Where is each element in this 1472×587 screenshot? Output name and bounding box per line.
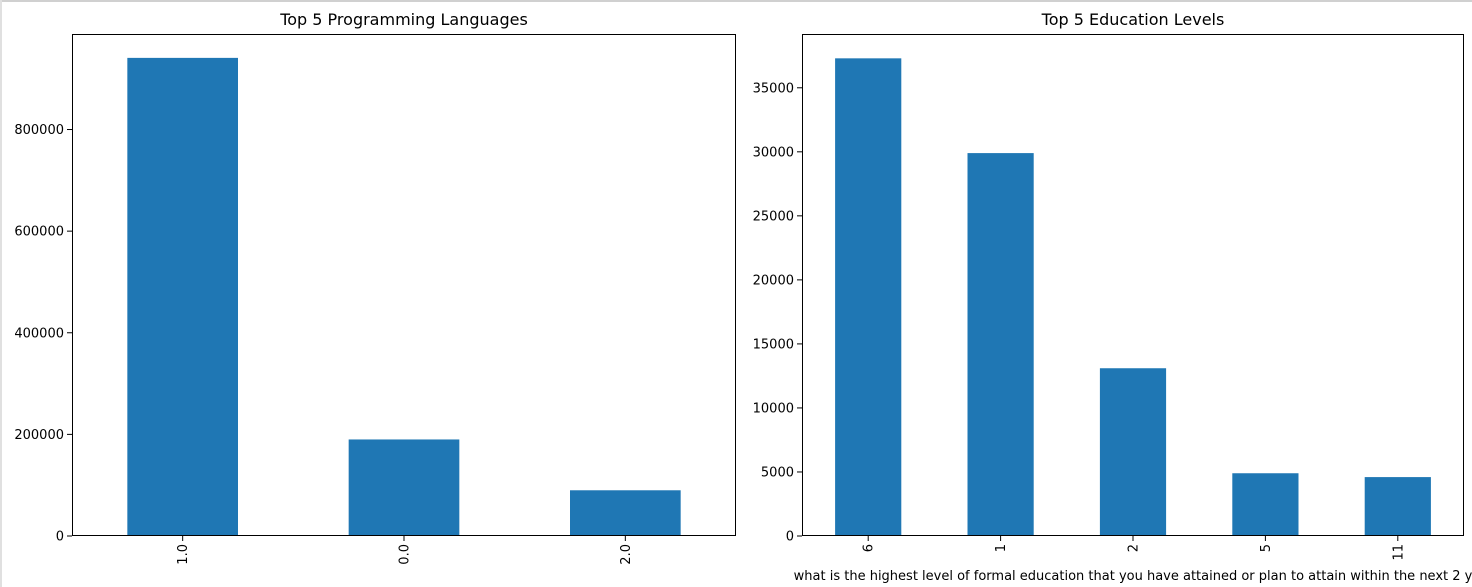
education-levels-ytick-label: 30000: [753, 145, 794, 160]
education-levels-bar-11: [1364, 477, 1431, 536]
education-levels-bar-6: [835, 58, 902, 536]
left-border: [0, 0, 2, 587]
education-levels-axes-frame: [802, 34, 1464, 536]
education-levels-chart-title: Top 5 Education Levels: [1041, 10, 1225, 29]
education-levels-ytick-label: 15000: [753, 337, 794, 352]
education-levels-ytick-label: 0: [786, 530, 794, 545]
education-levels-chart: Top 5 Education Levels 0 5000 10000 15000 200…: [753, 10, 1472, 584]
education-levels-xtick-label: 5: [1259, 544, 1274, 552]
programming-languages-bar-1.0: [127, 57, 238, 537]
education-levels-ytick-label: 20000: [753, 273, 794, 288]
education-levels-xtick-label: 2: [1127, 544, 1142, 552]
education-levels-ytick-label: 5000: [761, 465, 794, 480]
education-levels-bar-5: [1232, 473, 1299, 536]
education-levels-xtick-label: 1: [994, 544, 1009, 552]
programming-languages-ytick-label: 0: [56, 530, 64, 545]
education-levels-ytick-label: 10000: [753, 401, 794, 416]
education-levels-xtick-label: 6: [862, 544, 877, 552]
programming-languages-chart: Top 5 Programming Languages 0 200000 400000…: [14, 10, 736, 565]
education-levels-xaxis-label: what is the highest level of formal educ…: [794, 569, 1472, 584]
programming-languages-chart-title: Top 5 Programming Languages: [279, 10, 528, 29]
programming-languages-bar-0.0: [348, 439, 460, 536]
programming-languages-xtick-label: 0.0: [398, 544, 413, 565]
programming-languages-ytick-label: 800000: [14, 123, 64, 138]
programming-languages-xtick-label: 1.0: [176, 544, 191, 565]
programming-languages-ytick-label: 200000: [14, 428, 64, 443]
education-levels-ytick-label: 35000: [753, 81, 794, 96]
programming-languages-ytick-label: 600000: [14, 225, 64, 240]
education-levels-bar-2: [1099, 368, 1167, 536]
programming-languages-axes-frame: [72, 34, 736, 536]
programming-languages-xtick-label: 2.0: [619, 544, 634, 565]
education-levels-bar-1: [967, 153, 1034, 537]
top-border: [0, 0, 1472, 2]
education-levels-ytick-label: 25000: [753, 209, 794, 224]
programming-languages-bar-2.0: [570, 490, 681, 536]
education-levels-xtick-label: 11: [1391, 544, 1406, 561]
programming-languages-ytick-label: 400000: [14, 326, 64, 341]
